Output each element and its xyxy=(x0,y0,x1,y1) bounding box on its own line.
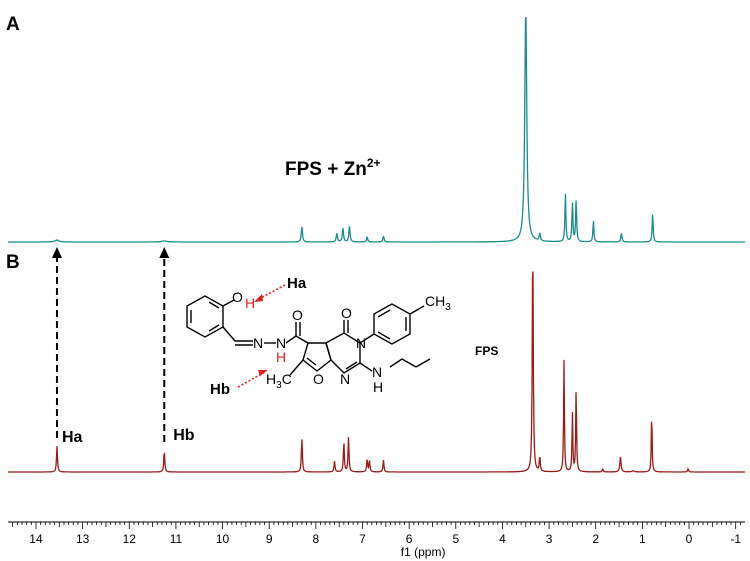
hb-callout-arrowhead xyxy=(258,370,268,376)
shift-arrowhead-hb xyxy=(159,247,170,258)
amide-c-ring-bond xyxy=(295,335,309,344)
x-tick-label: 11 xyxy=(170,532,183,546)
spectrum-a-annotation: FPS + Zn2+ xyxy=(285,156,381,180)
x-tick-label: 14 xyxy=(29,532,43,546)
x-tick-label: 2 xyxy=(592,532,599,546)
propyl-bond-3 xyxy=(415,358,431,368)
phenol-double-1 xyxy=(208,301,220,309)
atom-o-hydroxyl: O xyxy=(232,289,243,305)
panel-label-a: A xyxy=(6,14,20,35)
atom-n-imine: N xyxy=(253,335,263,351)
chemical-structure xyxy=(186,295,431,376)
x-tick-label: -1 xyxy=(730,532,741,546)
structure-label-hb: Hb xyxy=(210,381,230,398)
peak-label-hb: Hb xyxy=(173,427,195,444)
atom-o-amide: O xyxy=(292,307,303,323)
atom-h-hydroxyl: H xyxy=(245,295,255,311)
ha-callout-arrowhead xyxy=(254,294,263,302)
ha-callout-arrow xyxy=(256,284,286,301)
atom-ch3-tolyl: CH3 xyxy=(425,293,451,313)
structure-label-ha: Ha xyxy=(287,275,307,292)
atom-n-ring-3: N xyxy=(356,335,366,351)
x-tick-label: 6 xyxy=(406,532,413,546)
spectrum-b-annotation: FPS xyxy=(475,344,498,358)
x-tick-label: 13 xyxy=(76,532,90,546)
x-tick-label: 8 xyxy=(313,532,320,546)
x-tick-label: 0 xyxy=(686,532,693,546)
x-axis-label: f1 (ppm) xyxy=(401,545,446,559)
atom-n-amine: N xyxy=(372,364,382,380)
tolyl-double-1 xyxy=(377,309,391,318)
furan-methyl-bond xyxy=(289,359,304,376)
atom-o-furan: O xyxy=(313,371,324,387)
atom-o-pyrimidinone: O xyxy=(341,305,352,321)
peak-shift-arrows xyxy=(51,247,170,442)
oh-bond xyxy=(222,299,235,307)
x-axis: 14 13 12 11 10 9 8 7 6 5 4 3 2 1 0 -1 xyxy=(8,521,745,546)
x-tick-label: 12 xyxy=(123,532,137,546)
atom-h-amide: H xyxy=(276,349,286,365)
atom-n-ring-1: N xyxy=(340,371,350,387)
x-tick-label: 1 xyxy=(639,532,646,546)
x-tick-label: 4 xyxy=(499,532,506,546)
x-tick-label: 5 xyxy=(452,532,459,546)
x-tick-label: 9 xyxy=(266,532,273,546)
propyl-bond-2 xyxy=(401,358,417,368)
spectrum-b-trace xyxy=(8,271,745,473)
tolyl-double-3 xyxy=(377,331,391,340)
x-tick-label: 7 xyxy=(359,532,366,546)
phenol-double-3 xyxy=(208,324,220,332)
atom-h3c-furan: H3C xyxy=(266,371,292,391)
peak-label-ha: Ha xyxy=(62,429,83,446)
n-aryl-bond xyxy=(359,333,375,344)
spectrum-a-trace xyxy=(8,16,745,243)
x-tick-label: 10 xyxy=(216,532,230,546)
amine-bond xyxy=(359,362,373,372)
pyrimidine-double xyxy=(345,361,358,370)
x-tick-label: 3 xyxy=(546,532,553,546)
amide-n-c-bond xyxy=(285,335,297,344)
atom-n-hydrazide: N xyxy=(276,335,286,351)
imine-c-bond xyxy=(222,326,236,342)
atom-h-amine: H xyxy=(373,379,383,395)
furan-double xyxy=(306,357,317,366)
furan-ring xyxy=(302,342,332,372)
shift-arrowhead-ha xyxy=(51,247,62,258)
tolyl-methyl-bond xyxy=(409,305,425,315)
panel-label-b: B xyxy=(6,252,20,273)
propyl-bond-1 xyxy=(389,358,403,368)
